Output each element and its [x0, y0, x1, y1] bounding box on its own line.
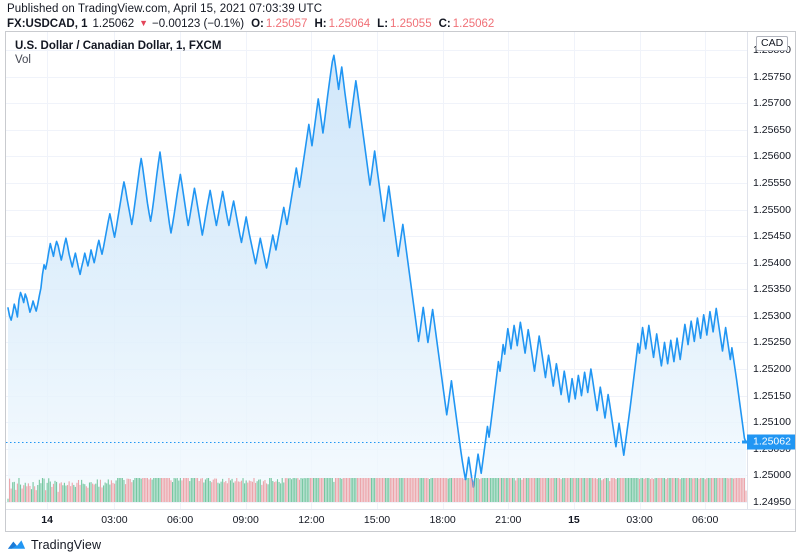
high-value: 1.25064 — [328, 18, 371, 30]
volume-bars — [7, 478, 747, 502]
price-series-svg — [6, 32, 747, 509]
low-value: 1.25055 — [390, 18, 432, 30]
tradingview-mark-icon — [7, 540, 26, 549]
plot-area[interactable]: U.S. Dollar / Canadian Dollar, 1, FXCM V… — [6, 32, 748, 510]
price-tick-label: 1.25000 — [753, 469, 791, 482]
chart-frame: U.S. Dollar / Canadian Dollar, 1, FXCM V… — [5, 31, 796, 532]
price-tick-label: 1.25550 — [753, 176, 791, 189]
open-value: 1.25057 — [265, 18, 308, 30]
tradingview-logo[interactable]: TradingView — [7, 538, 101, 552]
price-tick-label: 1.24950 — [753, 496, 791, 508]
symbol-label[interactable]: FX:USDCAD, 1 — [7, 18, 88, 30]
price-tick-label: 1.25450 — [753, 230, 791, 243]
price-tick-label: 1.25700 — [753, 97, 791, 110]
low-key: L: — [377, 18, 389, 30]
price-tick-label: 1.25100 — [753, 416, 791, 429]
time-tick-label: 21:00 — [495, 514, 522, 526]
currency-badge: CAD — [756, 36, 789, 51]
price-tick-label: 1.25500 — [753, 203, 791, 216]
time-tick-label: 14 — [41, 514, 53, 526]
price-change: −0.00123 (−0.1%) — [152, 18, 245, 30]
price-tick-label: 1.25400 — [753, 256, 791, 269]
close-value: 1.25062 — [452, 18, 495, 30]
time-tick-label: 15 — [568, 514, 580, 526]
time-tick-label: 06:00 — [692, 514, 719, 526]
quote-line: FX:USDCAD, 1 1.25062 ▼ −0.00123 (−0.1%) … — [7, 18, 494, 30]
price-tick-label: 1.25750 — [753, 70, 791, 83]
price-line — [7, 54, 747, 488]
tradingview-wordmark: TradingView — [31, 538, 102, 552]
time-tick-label: 06:00 — [166, 514, 194, 526]
time-tick-label: 18:00 — [429, 514, 456, 526]
price-area-fill — [8, 55, 746, 502]
price-tick-label: 1.25300 — [753, 309, 791, 322]
down-arrow-icon: ▼ — [139, 18, 149, 28]
time-tick-label: 03:00 — [101, 514, 128, 526]
published-line: Published on TradingView.com, April 15, … — [7, 3, 323, 15]
time-tick-label: 09:00 — [232, 514, 259, 526]
price-scale[interactable]: CAD 1.258001.257501.257001.256501.256001… — [742, 32, 795, 510]
time-scale[interactable]: 14 03:00 06:00 09:00 12:00 15:00 18:00 21:00 15 0… — [6, 510, 797, 531]
time-tick-label: 15:00 — [363, 514, 391, 526]
time-tick-label: 03:00 — [626, 514, 653, 526]
price-tick-label: 1.25650 — [753, 123, 791, 136]
price-tick-label: 1.25250 — [753, 336, 791, 349]
time-tick-label: 12:00 — [298, 514, 325, 526]
price-tick-label: 1.25150 — [753, 389, 791, 402]
price-tick-label: 1.25600 — [753, 150, 791, 163]
last-price: 1.25062 — [92, 18, 135, 30]
close-key: C: — [438, 18, 451, 30]
last-price-badge: 1.25062 — [742, 434, 795, 450]
open-key: O: — [251, 18, 264, 30]
price-tick-label: 1.25350 — [753, 283, 791, 296]
price-tick-label: 1.25200 — [753, 363, 791, 376]
high-key: H: — [314, 18, 327, 30]
